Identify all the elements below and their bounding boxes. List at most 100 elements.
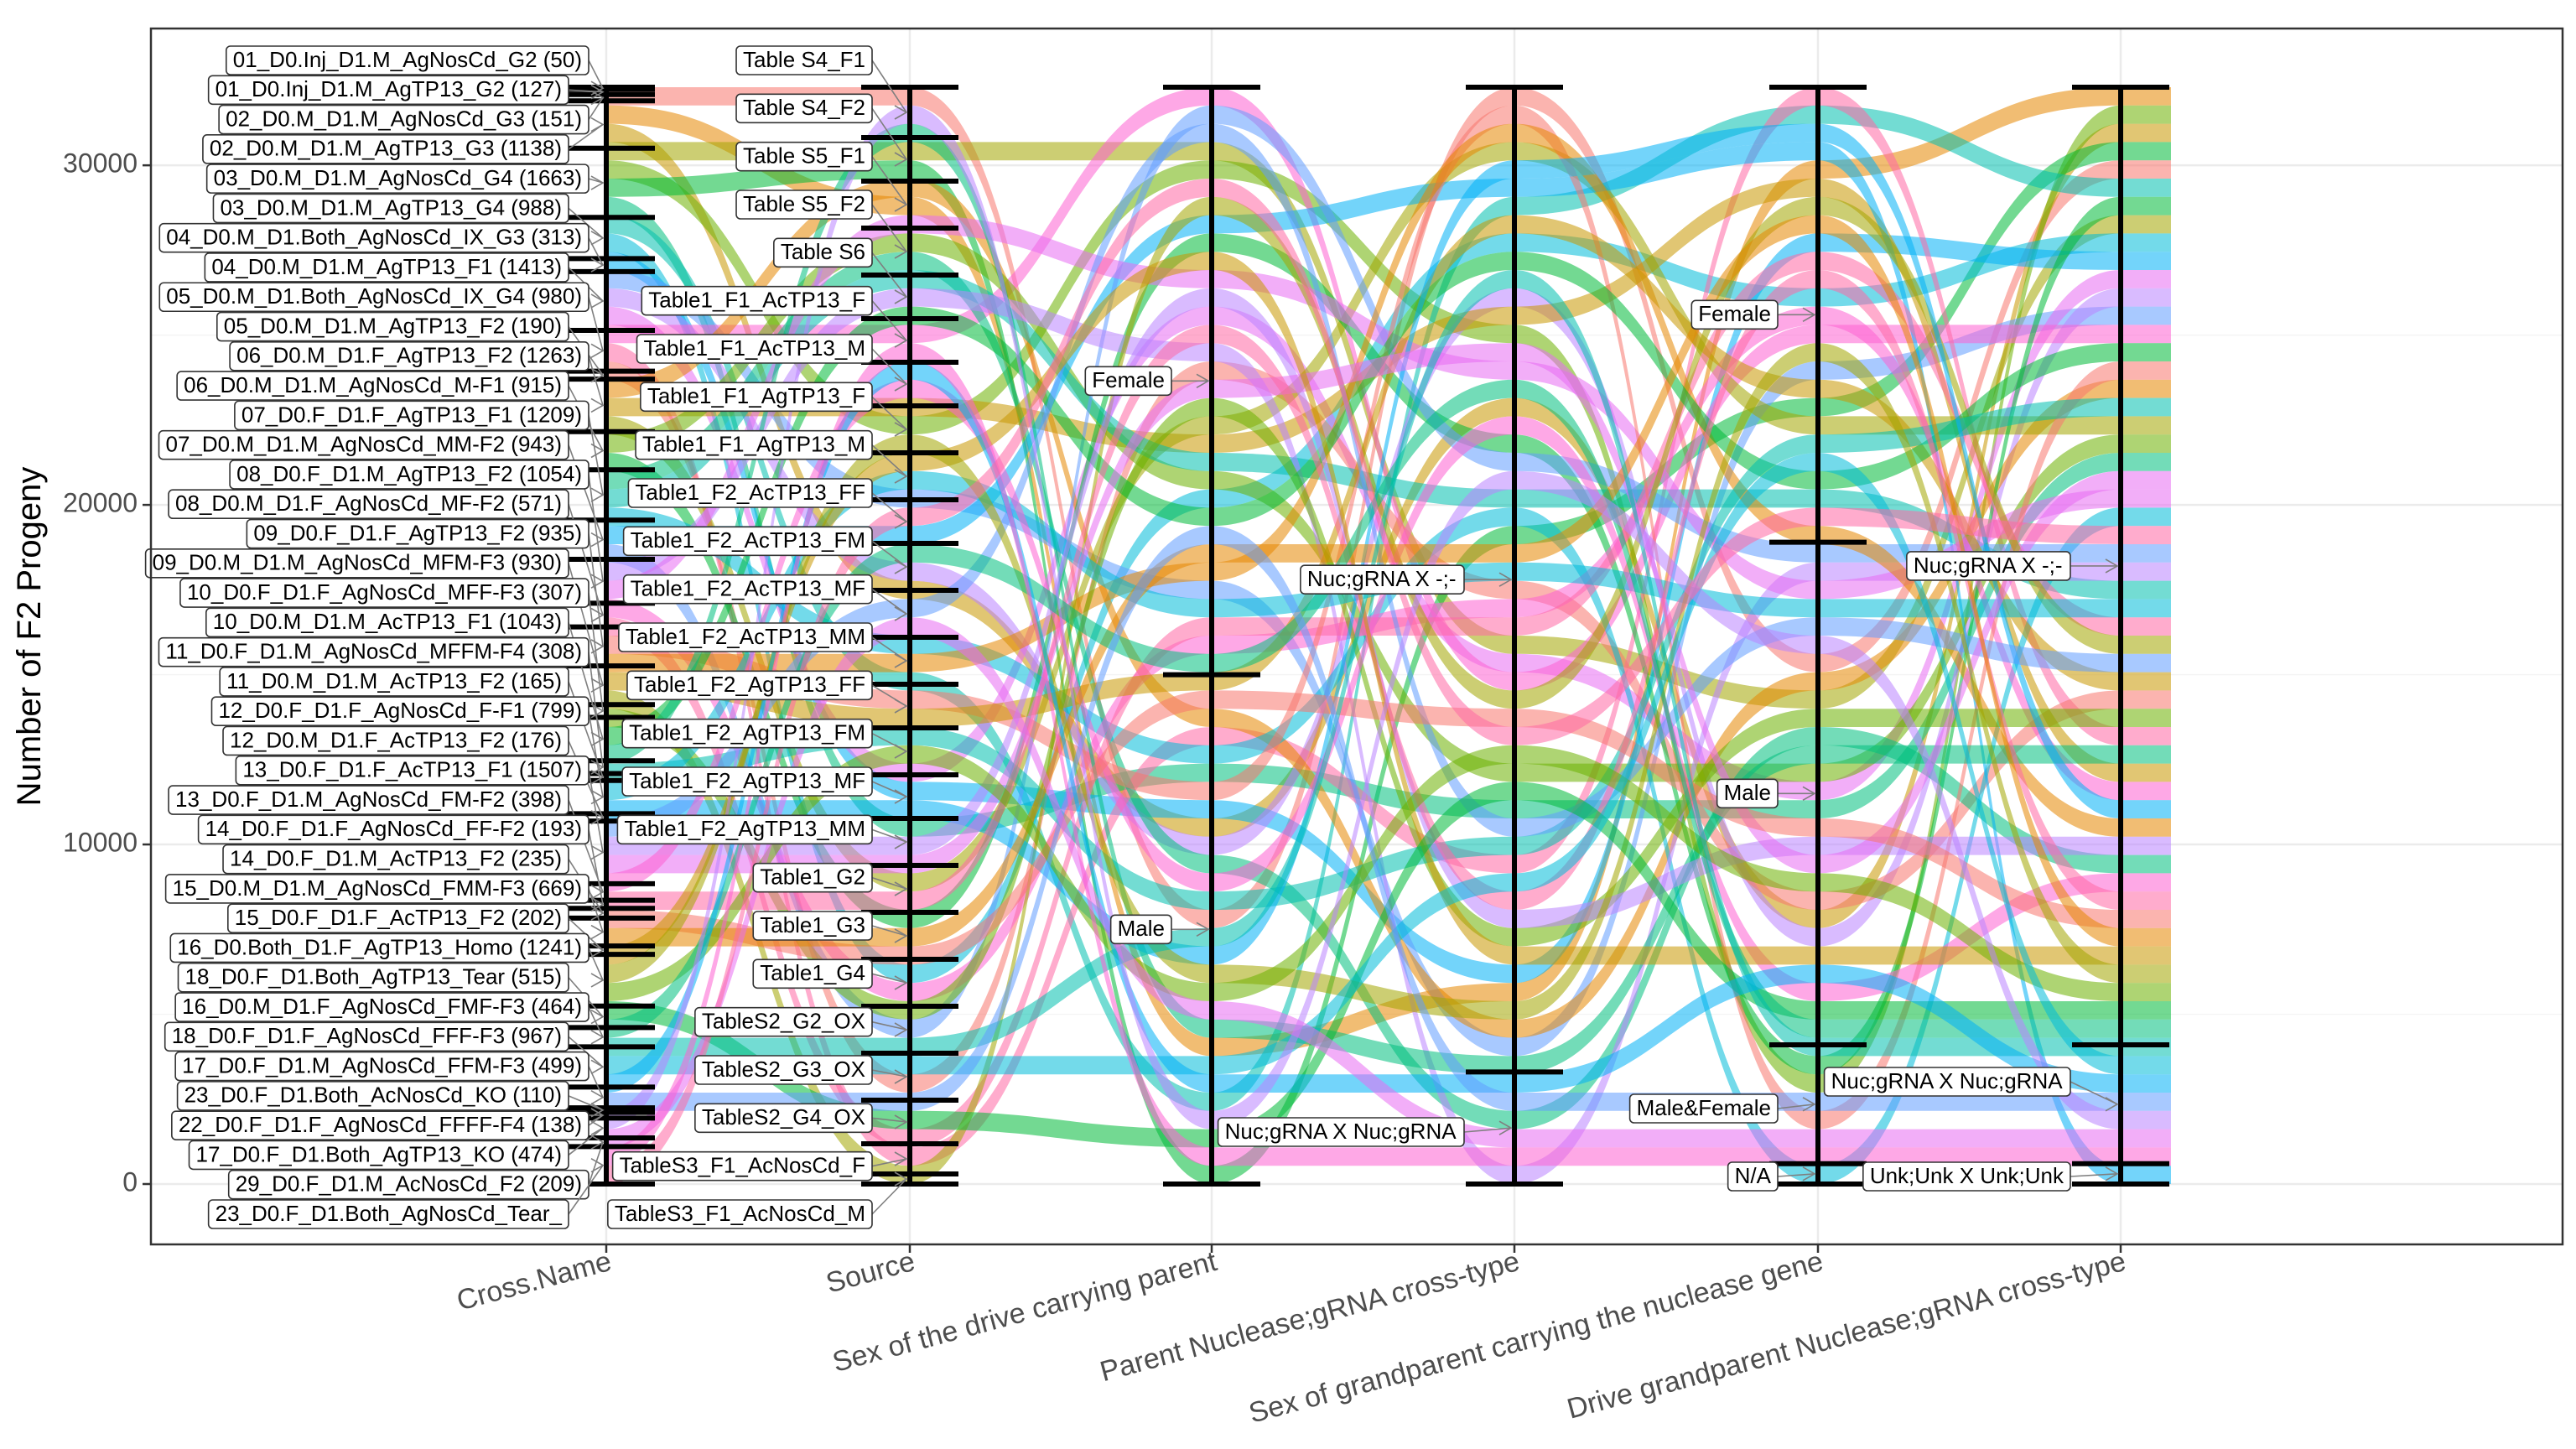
label-box (1217, 1117, 1465, 1147)
label-arrow-head (894, 606, 908, 621)
label-text: 12_D0.F_D1.F_AgNosCd_F-F1 (799) (218, 698, 582, 723)
alluvium-tail (2121, 306, 2171, 325)
label-arrow-head (894, 469, 908, 484)
alluvium-flow (1212, 160, 1514, 344)
label-text: Table1_F1_AgTP13_M (642, 432, 865, 457)
cross-name-label: 12_D0.F_D1.F_AgNosCd_F-F1 (799) (210, 696, 605, 805)
label-text: 10_D0.M_D1.M_AcTP13_F1 (1043) (213, 609, 562, 634)
alluvium-flow (1212, 470, 1514, 1130)
label-text: 17_D0.F_D1.Both_AgTP13_KO (474) (196, 1141, 562, 1166)
alluvium-flow (910, 727, 1212, 1166)
label-box (205, 607, 569, 638)
label-text: Male (1118, 916, 1165, 941)
alluvium-flow (1514, 836, 1818, 928)
label-arrow-head (894, 559, 908, 574)
cross-name-label: 29_D0.F_D1.M_AcNosCd_F2 (209) (227, 1135, 605, 1200)
alluvium-flow (1212, 123, 1514, 837)
label-text: 07_D0.M_D1.M_AgNosCd_MM-F2 (943) (165, 432, 562, 457)
alluvium-tail (2121, 562, 2171, 581)
cross-name-label: 23_D0.F_D1.Both_AgNosCd_Tear_ (207, 1157, 605, 1229)
label-text: 23_D0.F_D1.Both_AcNosCd_KO (110) (184, 1083, 562, 1108)
alluvium-flow (1818, 946, 2121, 965)
source-label: Table S4_F2 (735, 93, 908, 167)
label-arrow-head (590, 293, 605, 309)
label-box (621, 718, 873, 749)
alluvium-tail (2121, 910, 2171, 928)
label-text: 16_D0.Both_D1.F_AgTP13_Homo (1241) (177, 934, 582, 959)
alluvium-flow (910, 927, 1212, 1057)
label-arrow-head (590, 117, 605, 132)
label-arrow-head (894, 289, 908, 304)
label-box (225, 45, 589, 75)
label-text: TableS2_G2_OX (702, 1009, 865, 1034)
label-text: Unk;Unk X Unk;Unk (1870, 1163, 2064, 1188)
alluvium-tail (2121, 653, 2171, 673)
alluvium-flow (1514, 470, 1818, 654)
alluvium-flow (1818, 1001, 2121, 1020)
alluvium-flow (1514, 215, 1818, 398)
stratum-label: Nuc;gRNA X Nuc;gRNA (1217, 1117, 1513, 1147)
label-arrow-head (590, 943, 605, 958)
label-box (735, 141, 873, 172)
label-text: Table1_F1_AcTP13_M (644, 335, 865, 361)
cross-name-label: 23_D0.F_D1.Both_AcNosCd_KO (110) (176, 1081, 605, 1118)
alluvium-flow (1514, 343, 1818, 1020)
cross-name-label: 08_D0.M_D1.F_AgNosCd_MF-F2 (571) (168, 489, 605, 623)
label-arrow-head (1802, 1097, 1816, 1112)
label-box (207, 75, 569, 106)
alluvium-flow (910, 160, 1212, 435)
alluvium-flow (1212, 1001, 1514, 1148)
label-text: 07_D0.F_D1.F_AgTP13_F1 (1209) (242, 402, 582, 427)
cross-name-label: 11_D0.M_D1.M_AcTP13_F2 (165) (219, 667, 605, 785)
label-arrow-head (590, 1090, 605, 1105)
cross-name-label: 07_D0.M_D1.M_AgNosCd_MM-F2 (943) (158, 429, 605, 548)
alluvium-flow (1212, 87, 1514, 928)
label-box (735, 93, 873, 124)
cross-name-label: 14_D0.F_D1.F_AgNosCd_FF-F2 (193) (197, 814, 605, 912)
label-leader-line (588, 948, 604, 981)
label-text: 22_D0.F_D1.F_AgNosCd_FFFF-F4 (138) (179, 1112, 582, 1137)
alluvium-flow (606, 196, 910, 837)
label-box (1109, 914, 1172, 945)
alluvium-tail (2121, 1019, 2171, 1038)
alluvium-flow (1514, 617, 1818, 837)
label-box (1906, 551, 2071, 581)
label-box (626, 670, 873, 701)
alluvium-flow (1514, 343, 1818, 874)
label-box (1716, 778, 1779, 809)
alluvium-flow (910, 123, 1212, 618)
stratum-label: Male (1716, 778, 1816, 809)
alluvium-tail (2121, 1166, 2171, 1184)
cross-name-label: 01_D0.Inj_D1.M_AgTP13_G2 (127) (207, 75, 605, 106)
alluvium-flow (910, 160, 1212, 1185)
label-arrow-head (590, 343, 605, 359)
alluvium-flow (1514, 361, 1818, 600)
alluvium-tail (2121, 690, 2171, 709)
label-box (694, 1006, 873, 1037)
source-label: Table1_F2_AgTP13_MM (616, 814, 908, 849)
alluvium-tail (2121, 416, 2171, 435)
label-text: Table S5_F2 (743, 191, 865, 216)
label-box (176, 1081, 569, 1111)
alluvium-flow (1212, 416, 1514, 892)
label-box (618, 622, 873, 652)
alluvium-tail (2121, 179, 2171, 197)
source-label: Table1_F2_AgTP13_FF (626, 670, 908, 714)
label-text: 04_D0.M_D1.Both_AgNosCd_IX_G3 (313) (166, 225, 582, 250)
alluvium-tail (2121, 672, 2171, 691)
label-box (735, 190, 873, 220)
cross-name-label: 05_D0.M_D1.Both_AgNosCd_IX_G4 (980) (158, 282, 605, 359)
alluvium-flow (1514, 123, 1818, 544)
alluvium-tail (2121, 727, 2171, 745)
label-box (204, 252, 569, 283)
alluvium-flow (1212, 379, 1514, 673)
alluvium-flow (606, 252, 910, 490)
label-leader-line (588, 237, 604, 266)
label-arrow-head (590, 231, 605, 246)
label-arrow-head (2105, 558, 2119, 574)
alluvium-tail (2121, 1093, 2171, 1111)
label-leader-line (588, 356, 604, 406)
alluvium-flow (1818, 873, 2121, 1001)
label-arrow-head (590, 257, 605, 273)
source-label: Table S5_F1 (735, 141, 908, 212)
